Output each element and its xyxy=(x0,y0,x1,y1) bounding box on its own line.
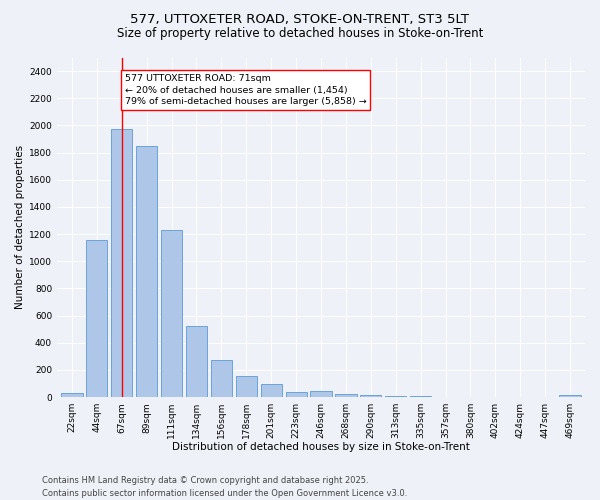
Text: 577, UTTOXETER ROAD, STOKE-ON-TRENT, ST3 5LT: 577, UTTOXETER ROAD, STOKE-ON-TRENT, ST3… xyxy=(131,12,470,26)
Bar xyxy=(111,130,133,397)
Text: 577 UTTOXETER ROAD: 71sqm
← 20% of detached houses are smaller (1,454)
79% of se: 577 UTTOXETER ROAD: 71sqm ← 20% of detac… xyxy=(125,74,367,106)
Bar xyxy=(410,396,431,397)
Bar xyxy=(360,395,382,397)
Bar xyxy=(136,146,157,397)
Bar xyxy=(236,376,257,397)
Bar xyxy=(61,394,83,397)
Text: Size of property relative to detached houses in Stoke-on-Trent: Size of property relative to detached ho… xyxy=(117,28,483,40)
Bar xyxy=(559,395,581,397)
Bar xyxy=(186,326,207,397)
Bar xyxy=(310,391,332,397)
Y-axis label: Number of detached properties: Number of detached properties xyxy=(15,145,25,310)
Bar xyxy=(335,394,356,397)
Bar xyxy=(86,240,107,397)
X-axis label: Distribution of detached houses by size in Stoke-on-Trent: Distribution of detached houses by size … xyxy=(172,442,470,452)
Bar xyxy=(286,392,307,397)
Text: Contains HM Land Registry data © Crown copyright and database right 2025.
Contai: Contains HM Land Registry data © Crown c… xyxy=(42,476,407,498)
Bar xyxy=(211,360,232,397)
Bar xyxy=(385,396,406,397)
Bar xyxy=(161,230,182,397)
Bar xyxy=(260,384,282,397)
